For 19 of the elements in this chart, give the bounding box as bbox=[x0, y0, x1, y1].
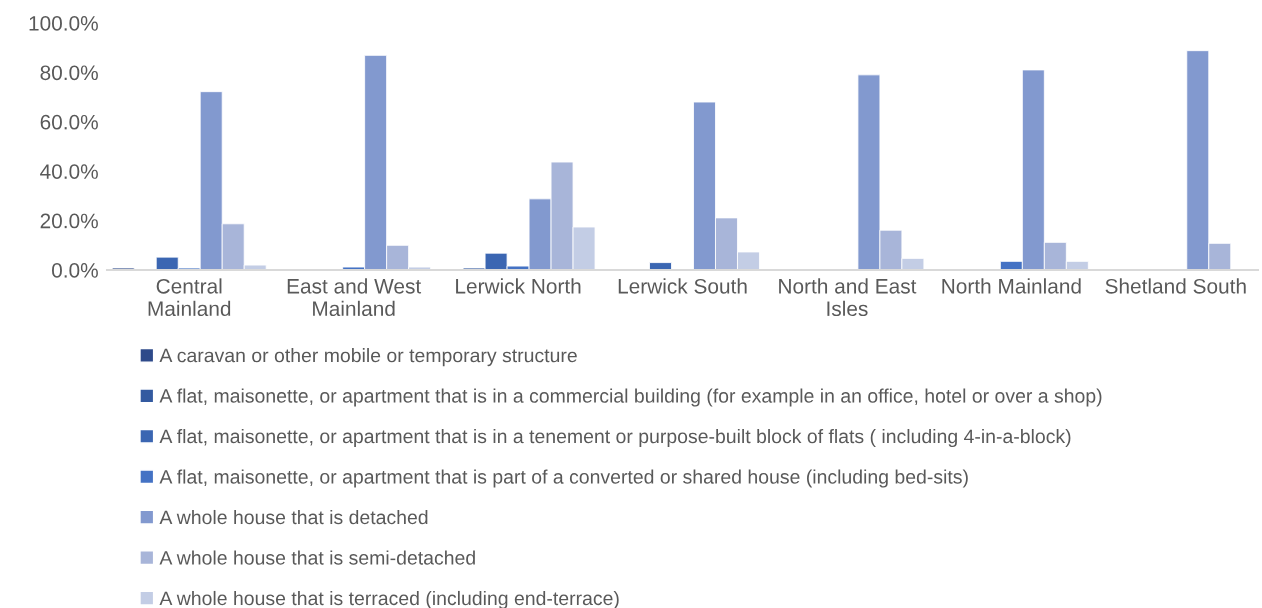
y-tick-label: 60.0% bbox=[40, 114, 98, 130]
x-tick-label: East and West Mainland bbox=[287, 278, 422, 317]
x-tick-label: North Mainland bbox=[942, 278, 1081, 294]
y-tick-label: 40.0% bbox=[40, 164, 98, 179]
x-tick-label: Lerwick South bbox=[618, 278, 747, 294]
legend-label: A flat, maisonette, or apartment that is in a commercial building (for example in an office, hotel or over a shop) bbox=[159, 388, 1102, 407]
x-tick-label: Lerwick North bbox=[456, 278, 581, 294]
x-tick-label: Central Mainland bbox=[148, 278, 231, 317]
legend-label: A flat, maisonette, or apartment that is in a tenement or purpose-built block of flats ( including 4-in-a-block) bbox=[159, 428, 1071, 448]
legend-label: A whole house that is semi-detached bbox=[159, 550, 475, 565]
x-tick-label: North and East Isles bbox=[779, 278, 917, 317]
legend-label: A whole house that is detached bbox=[159, 509, 428, 525]
legend-label: A flat, maisonette, or apartment that is part of a converted or shared house (including bed-sits) bbox=[159, 469, 968, 488]
legend-label: A caravan or other mobile or temporary structure bbox=[159, 348, 577, 367]
y-tick-label: 80.0% bbox=[40, 65, 98, 81]
x-tick-label: Shetland South bbox=[1105, 278, 1246, 294]
y-tick-label: 20.0% bbox=[40, 213, 98, 229]
y-tick-label: 0.0% bbox=[52, 263, 98, 278]
y-tick-label: 100.0% bbox=[29, 16, 98, 31]
